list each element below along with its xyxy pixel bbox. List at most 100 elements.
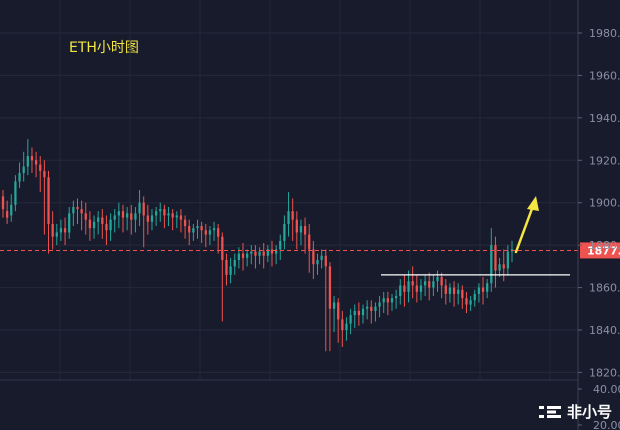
axis-tick-label: 1840.0 — [589, 324, 620, 337]
candle-body — [283, 223, 286, 241]
candle-body — [382, 298, 385, 303]
candle-body — [366, 306, 369, 309]
candle-body — [262, 251, 265, 256]
candle-body — [357, 310, 361, 316]
brand-logo-icon — [538, 405, 561, 418]
candle-body — [295, 219, 298, 233]
candle-body — [76, 206, 79, 210]
axis-tick-label: 1960.0 — [589, 69, 620, 82]
candle-body — [353, 310, 356, 316]
axis-tick-label: 1820.0 — [589, 366, 620, 379]
axis-tick-label: 1860.0 — [589, 282, 620, 295]
candle-body — [47, 177, 50, 224]
candle-body — [68, 213, 71, 233]
candle-body — [63, 228, 67, 233]
candle-body — [266, 249, 269, 256]
watermark: 非小号 — [538, 401, 612, 422]
candle-body — [204, 230, 207, 235]
volume-axis-tick-label: 40.00 — [593, 383, 620, 396]
candle-body — [303, 226, 307, 235]
candle-body — [51, 223, 54, 237]
candle-body — [254, 251, 257, 256]
candle-body — [494, 245, 497, 271]
candle-body — [279, 240, 282, 250]
candle-body — [469, 300, 472, 305]
candle-body — [59, 228, 63, 233]
candle-body — [246, 253, 249, 258]
candle-body — [217, 228, 220, 237]
candle-body — [92, 221, 96, 229]
candle-body — [316, 259, 319, 265]
current-price-label-bg — [580, 242, 620, 259]
candle-body — [477, 287, 481, 294]
candle-body — [188, 226, 191, 233]
candle-body — [163, 209, 166, 216]
candle-body — [208, 230, 212, 235]
candle-body — [200, 226, 203, 231]
trend-arrow-head — [527, 196, 539, 211]
candle-body — [109, 219, 112, 231]
candle-body — [18, 173, 21, 182]
candle-body — [291, 211, 294, 220]
candle-body — [80, 209, 83, 214]
candle-body — [171, 213, 174, 218]
candle-body — [196, 226, 199, 229]
candle-body — [159, 209, 162, 212]
candle-body — [113, 215, 116, 220]
candle-body — [390, 298, 394, 303]
candle-body — [341, 319, 344, 330]
candle-body — [225, 259, 228, 275]
candle-body — [374, 306, 377, 311]
candle-body — [324, 255, 327, 267]
candle-body — [130, 213, 133, 220]
candle-body — [175, 215, 178, 218]
volume-axis-tick-label: 20.00 — [593, 419, 620, 430]
candle-body — [423, 281, 427, 286]
candle-body — [403, 285, 406, 292]
candle-body — [192, 228, 195, 233]
candle-body — [332, 302, 336, 309]
candle-body — [154, 211, 158, 216]
candle-body — [150, 215, 154, 222]
candle-body — [461, 289, 464, 299]
candle-body — [212, 228, 216, 231]
chart-title: ETH小时图 — [69, 40, 139, 56]
candle-body — [407, 281, 410, 292]
axis-tick-label: 1880.0 — [589, 239, 620, 252]
candle-body — [299, 226, 303, 233]
candle-body — [502, 264, 505, 269]
candle-body — [452, 287, 456, 294]
candle-body — [378, 302, 381, 307]
candle-body — [241, 253, 245, 258]
candle-body — [486, 283, 489, 292]
candle-body — [399, 285, 402, 297]
candle-body — [250, 251, 253, 254]
candle-body — [465, 298, 468, 305]
candle-body — [43, 170, 46, 178]
candle-body — [167, 213, 170, 216]
candle-body — [97, 217, 100, 222]
axis-tick-label: 1920.0 — [589, 154, 620, 167]
candle-body — [415, 285, 418, 292]
watermark-text: 非小号 — [566, 403, 612, 421]
price-axis: 1980.0 1960.0 1940.0 1920.0 1900.0 1880.0 1860… — [577, 0, 620, 430]
candle-body — [117, 211, 121, 216]
candle-body — [146, 215, 149, 222]
candle-body — [270, 249, 274, 254]
candle-body — [287, 211, 290, 224]
candle-body — [312, 249, 315, 265]
candle-body — [457, 289, 460, 294]
candle-body — [394, 296, 398, 299]
candle-body — [419, 285, 423, 292]
candle-body — [1, 196, 5, 210]
candle-body — [6, 211, 9, 218]
candle-body — [481, 287, 485, 292]
candle-body — [30, 156, 34, 161]
candle-body — [72, 206, 75, 214]
candle-body — [436, 276, 439, 282]
candle-body — [490, 245, 493, 284]
candle-body — [14, 181, 17, 205]
candle-body — [274, 249, 278, 254]
axis-tick-label: 1900.0 — [589, 197, 620, 210]
